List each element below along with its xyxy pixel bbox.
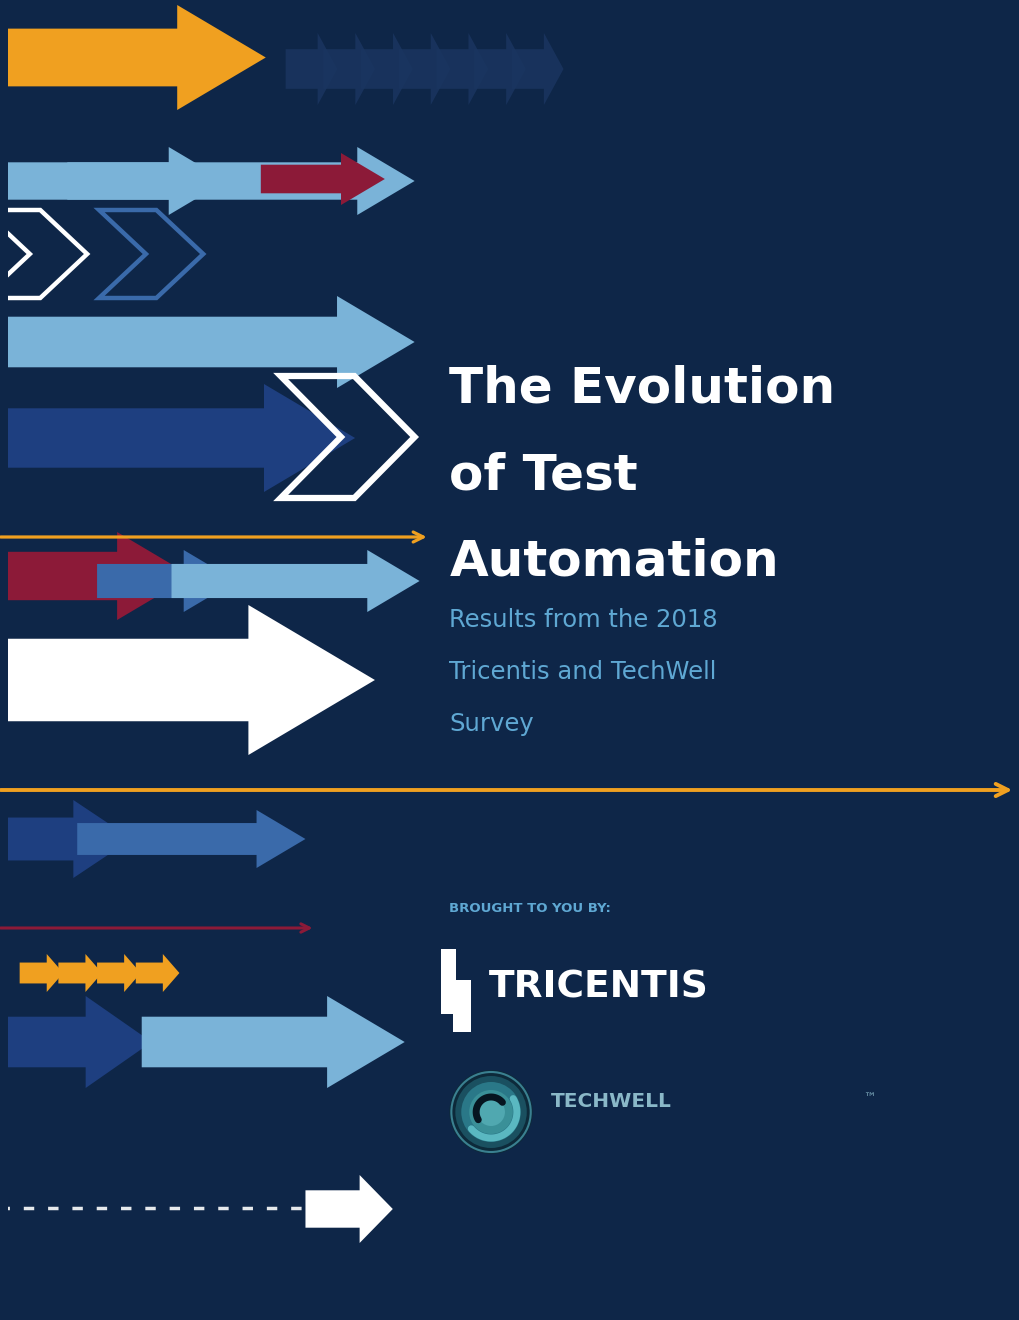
Text: Survey: Survey	[449, 711, 534, 737]
Polygon shape	[136, 954, 179, 993]
Polygon shape	[77, 810, 305, 869]
Polygon shape	[398, 33, 450, 106]
Circle shape	[449, 1071, 532, 1154]
Bar	[452, 1010, 471, 1032]
Text: Automation: Automation	[449, 539, 779, 586]
Circle shape	[469, 1090, 513, 1134]
Polygon shape	[323, 33, 375, 106]
Polygon shape	[58, 954, 102, 993]
Polygon shape	[261, 153, 384, 205]
Text: The Evolution: The Evolution	[449, 366, 835, 413]
Polygon shape	[305, 1175, 392, 1243]
Polygon shape	[67, 147, 415, 215]
Polygon shape	[0, 800, 131, 878]
Polygon shape	[0, 296, 415, 388]
Polygon shape	[361, 33, 413, 106]
Polygon shape	[97, 550, 235, 612]
Polygon shape	[171, 550, 419, 612]
Text: ™: ™	[862, 1092, 875, 1105]
Polygon shape	[142, 997, 405, 1088]
Polygon shape	[19, 954, 63, 993]
Circle shape	[454, 1076, 526, 1148]
Polygon shape	[0, 5, 266, 110]
Bar	[441, 949, 471, 1014]
Circle shape	[477, 1098, 504, 1126]
Polygon shape	[0, 384, 355, 492]
Polygon shape	[474, 33, 525, 106]
Bar	[455, 949, 471, 979]
Polygon shape	[436, 33, 488, 106]
Text: Results from the 2018: Results from the 2018	[449, 609, 717, 632]
Circle shape	[461, 1082, 521, 1142]
Polygon shape	[0, 147, 226, 215]
Text: of Test: of Test	[449, 451, 637, 500]
Polygon shape	[97, 954, 141, 993]
Polygon shape	[0, 532, 192, 620]
Polygon shape	[0, 997, 152, 1088]
Polygon shape	[285, 33, 337, 106]
Text: TRICENTIS: TRICENTIS	[488, 970, 708, 1006]
Text: TECHWELL: TECHWELL	[550, 1092, 671, 1111]
Polygon shape	[512, 33, 562, 106]
Polygon shape	[0, 605, 375, 755]
Text: BROUGHT TO YOU BY:: BROUGHT TO YOU BY:	[449, 902, 610, 915]
Text: Tricentis and TechWell: Tricentis and TechWell	[449, 660, 716, 684]
